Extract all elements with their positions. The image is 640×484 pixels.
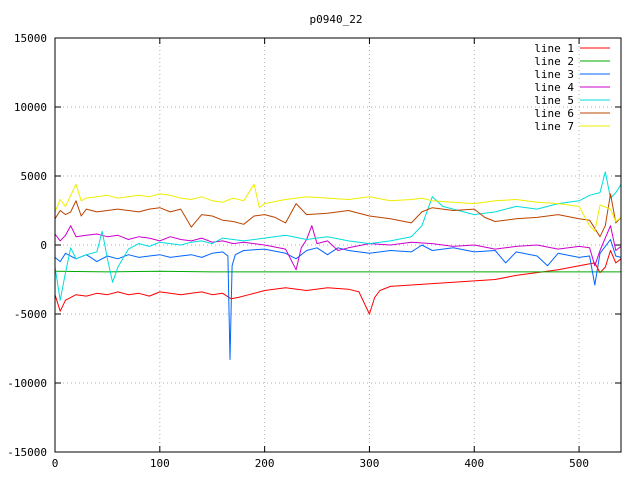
x-tick-label: 200 (255, 457, 275, 470)
series-line-6 (54, 193, 622, 238)
legend-label-4: line 4 (534, 81, 574, 94)
legend-label-7: line 7 (534, 120, 574, 133)
chart-title: p0940_22 (310, 13, 363, 26)
y-tick-label: -5000 (14, 308, 47, 321)
series-line-1 (54, 250, 622, 315)
y-tick-label: 15000 (14, 32, 47, 45)
x-tick-label: 500 (569, 457, 589, 470)
y-tick-label: 10000 (14, 101, 47, 114)
series-line-7 (54, 183, 622, 232)
legend-label-3: line 3 (534, 68, 574, 81)
legend-label-5: line 5 (534, 94, 574, 107)
axis-ticks: 0 100 200 300 400 500 -15000 -10000 -5000 0 5000 10… (7, 32, 621, 470)
y-tick-label: 0 (40, 239, 47, 252)
series-line-4 (54, 225, 622, 271)
y-tick-label: 5000 (21, 170, 48, 183)
legend-label-1: line 1 (534, 42, 574, 55)
y-tick-label: -15000 (7, 446, 47, 459)
legend-label-6: line 6 (534, 107, 574, 120)
series-lines (54, 171, 622, 360)
x-tick-label: 0 (52, 457, 59, 470)
x-tick-label: 300 (360, 457, 380, 470)
series-line-2 (54, 270, 621, 273)
series-line-3 (54, 239, 622, 360)
x-tick-label: 100 (150, 457, 170, 470)
y-tick-label: -10000 (7, 377, 47, 390)
x-tick-label: 400 (464, 457, 484, 470)
legend-label-2: line 2 (534, 55, 574, 68)
series-line-5 (54, 171, 622, 301)
grid (55, 38, 621, 452)
